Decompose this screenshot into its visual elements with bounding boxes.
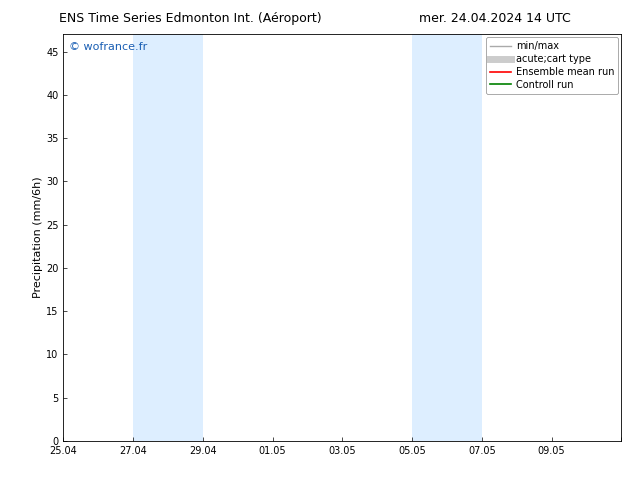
- Text: mer. 24.04.2024 14 UTC: mer. 24.04.2024 14 UTC: [418, 12, 571, 25]
- Bar: [412, 34, 482, 441]
- Text: ENS Time Series Edmonton Int. (Aéroport): ENS Time Series Edmonton Int. (Aéroport): [59, 12, 321, 25]
- Text: © wofrance.fr: © wofrance.fr: [69, 43, 147, 52]
- Y-axis label: Precipitation (mm/6h): Precipitation (mm/6h): [33, 177, 43, 298]
- Legend: min/max, acute;cart type, Ensemble mean run, Controll run: min/max, acute;cart type, Ensemble mean …: [486, 37, 618, 94]
- Bar: [133, 34, 203, 441]
